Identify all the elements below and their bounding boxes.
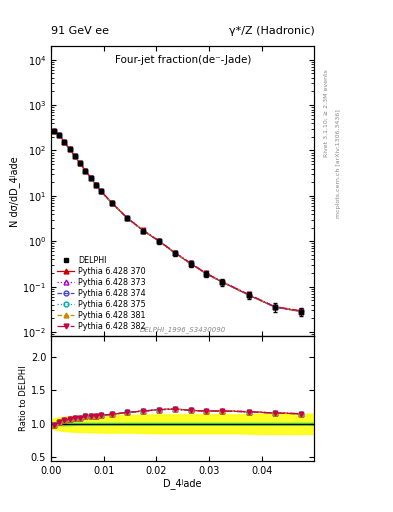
- Text: Four-jet fraction(de⁻-Jade): Four-jet fraction(de⁻-Jade): [114, 55, 251, 65]
- Y-axis label: Ratio to DELPHI: Ratio to DELPHI: [19, 366, 28, 432]
- Legend: DELPHI, Pythia 6.428 370, Pythia 6.428 373, Pythia 6.428 374, Pythia 6.428 375, : DELPHI, Pythia 6.428 370, Pythia 6.428 3…: [55, 254, 148, 332]
- Text: γ*/Z (Hadronic): γ*/Z (Hadronic): [229, 26, 314, 36]
- Y-axis label: N dσ/dD_4ʲade: N dσ/dD_4ʲade: [9, 156, 20, 226]
- Text: 91 GeV ee: 91 GeV ee: [51, 26, 109, 36]
- Text: Rivet 3.1.10; ≥ 2.3M events: Rivet 3.1.10; ≥ 2.3M events: [324, 69, 329, 157]
- Text: mcplots.cern.ch [arXiv:1306.3436]: mcplots.cern.ch [arXiv:1306.3436]: [336, 110, 341, 218]
- Text: DELPHI_1996_S3430090: DELPHI_1996_S3430090: [140, 327, 226, 333]
- X-axis label: D_4ʲade: D_4ʲade: [163, 478, 202, 489]
